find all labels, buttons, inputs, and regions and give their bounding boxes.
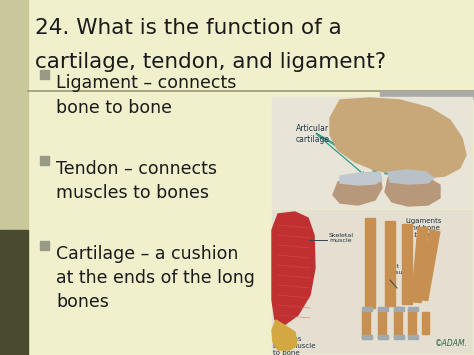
Bar <box>408 308 416 336</box>
Bar <box>378 335 388 339</box>
Text: Tendon – connects
muscles to bones: Tendon – connects muscles to bones <box>56 159 217 202</box>
Bar <box>378 308 386 338</box>
Polygon shape <box>340 172 382 185</box>
Bar <box>40 70 49 79</box>
Bar <box>385 221 395 306</box>
Bar <box>394 335 404 339</box>
Text: ©ADAM.: ©ADAM. <box>435 339 468 348</box>
Bar <box>362 310 370 338</box>
Polygon shape <box>330 98 466 178</box>
Bar <box>272 97 472 208</box>
Bar <box>362 307 372 311</box>
Bar <box>272 210 472 353</box>
Bar <box>408 307 418 311</box>
Bar <box>378 307 388 311</box>
Bar <box>411 227 428 302</box>
Polygon shape <box>385 176 440 206</box>
Text: Articular
cartilage: Articular cartilage <box>296 124 330 144</box>
Text: Joint
capsule: Joint capsule <box>385 264 409 275</box>
Text: 24. What is the function of a: 24. What is the function of a <box>35 18 342 38</box>
Bar <box>402 224 412 304</box>
Bar <box>365 218 375 308</box>
Polygon shape <box>333 177 382 205</box>
Bar <box>0 230 28 355</box>
Text: Skeletal
muscle: Skeletal muscle <box>329 233 354 244</box>
Bar <box>394 307 404 311</box>
Bar <box>418 230 440 301</box>
Bar <box>362 335 372 339</box>
Text: cartilage, tendon, and ligament?: cartilage, tendon, and ligament? <box>35 52 386 72</box>
Bar <box>408 335 418 339</box>
Text: Ligaments
bind bone
to bone: Ligaments bind bone to bone <box>405 218 441 238</box>
Bar <box>380 91 474 99</box>
Text: Tendons
bind muscle
to bone: Tendons bind muscle to bone <box>273 336 316 355</box>
Polygon shape <box>388 170 434 184</box>
Polygon shape <box>272 212 315 325</box>
Bar <box>394 307 402 337</box>
Bar <box>40 241 49 250</box>
Bar <box>422 312 429 334</box>
Text: Cartilage – a cushion
at the ends of the long
bones: Cartilage – a cushion at the ends of the… <box>56 245 255 311</box>
Bar <box>0 0 28 230</box>
Bar <box>40 155 49 164</box>
Text: Ligament – connects
bone to bone: Ligament – connects bone to bone <box>56 74 237 117</box>
Polygon shape <box>272 320 297 350</box>
